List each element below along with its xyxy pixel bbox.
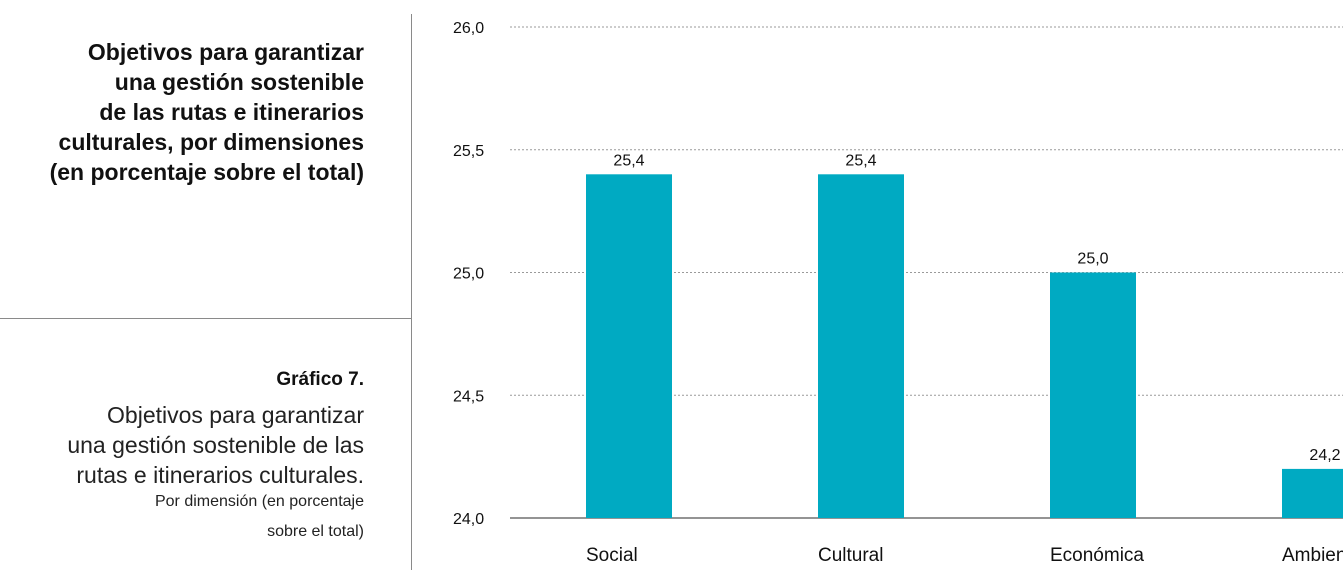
- heading-line: una gestión sostenible: [114, 69, 364, 95]
- heading-line: (en porcentaje sobre el total): [49, 159, 364, 185]
- bar-económica: [1050, 272, 1136, 518]
- data-label: 25,4: [613, 152, 644, 169]
- figure-caption-panel: Objetivos para garantizar una gestión so…: [0, 0, 412, 570]
- bar-cultural: [818, 174, 904, 519]
- y-tick-label: 25,5: [453, 143, 484, 160]
- figure-subtitle-line: sobre el total): [267, 523, 364, 540]
- bar-chart: 24,0 24,5 25,0 25,5 26,0 25,4 25,4 25,0 24,2 So…: [453, 20, 1343, 566]
- heading-line: de las rutas e itinerarios: [99, 99, 364, 125]
- bar-ambiental: [1282, 468, 1343, 518]
- figure-subtitle-line: Por dimensión (en porcentaje: [154, 493, 364, 510]
- bars: [586, 174, 1343, 519]
- data-labels: 25,4 25,4 25,0 24,2: [613, 152, 1340, 464]
- x-tick-label: Cultural: [818, 545, 883, 566]
- x-tick-label: Económica: [1050, 545, 1144, 566]
- horizontal-divider: [0, 318, 412, 319]
- figure-title-line: una gestión sostenible de las: [67, 432, 364, 458]
- bar-social: [586, 174, 672, 519]
- y-axis-tick-labels: 24,0 24,5 25,0 25,5 26,0: [453, 20, 484, 528]
- y-tick-label: 26,0: [453, 20, 484, 37]
- data-label: 24,2: [1309, 447, 1340, 464]
- data-label: 25,0: [1077, 251, 1108, 268]
- figure-subtitle: Por dimensión (en porcentaje sobre el to…: [0, 487, 364, 547]
- figure-number: Gráfico 7.: [276, 369, 364, 390]
- data-label: 25,4: [845, 152, 876, 169]
- figure-title-line: Objetivos para garantizar: [107, 402, 364, 428]
- y-tick-label: 25,0: [453, 266, 484, 283]
- x-tick-label: Social: [586, 545, 638, 566]
- vertical-divider: [411, 14, 412, 570]
- heading-line: culturales, por dimensiones: [58, 129, 364, 155]
- x-axis-tick-labels: Social Cultural Económica Ambiental: [586, 545, 1343, 566]
- x-tick-label: Ambiental: [1282, 545, 1343, 566]
- figure-title: Objetivos para garantizar una gestión so…: [0, 400, 364, 490]
- heading-line: Objetivos para garantizar: [87, 39, 364, 65]
- y-tick-label: 24,0: [453, 511, 484, 528]
- section-heading: Objetivos para garantizar una gestión so…: [0, 37, 364, 187]
- y-tick-label: 24,5: [453, 388, 484, 405]
- figure-title-line: rutas e itinerarios culturales.: [76, 462, 364, 488]
